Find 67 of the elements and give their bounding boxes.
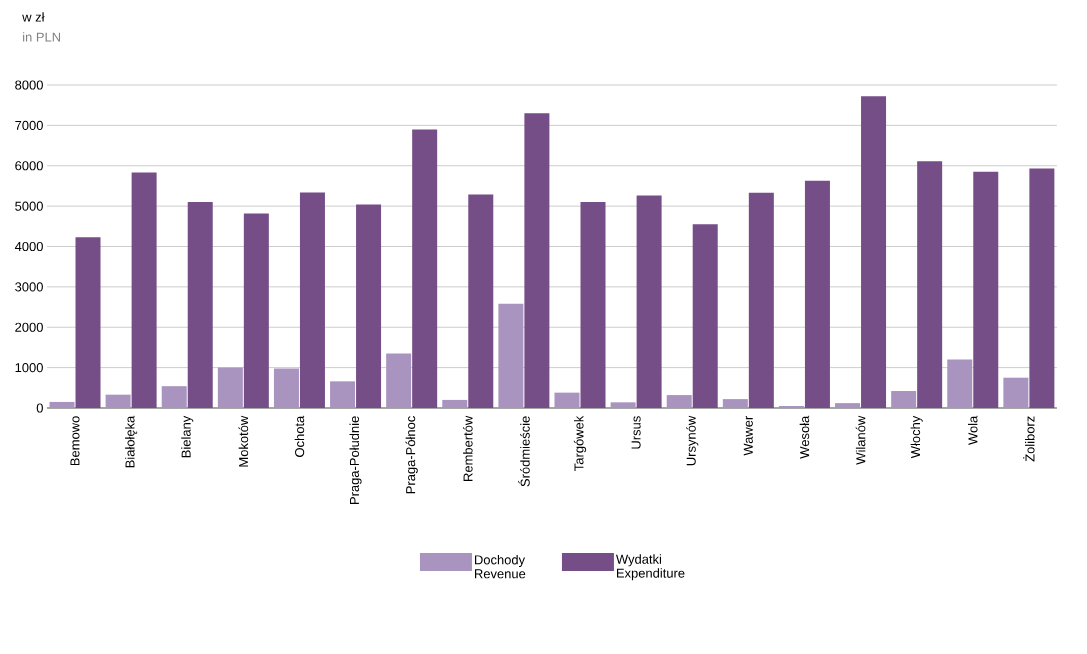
x-tick-label: Białołęka xyxy=(125,415,138,468)
bar xyxy=(947,359,973,408)
bar xyxy=(468,194,494,408)
x-tick-label: Ursynów xyxy=(686,415,699,466)
x-tick-label: Śródmieście xyxy=(518,416,530,487)
y-tick-label: 4000 xyxy=(14,241,43,252)
y-tick-label: 1000 xyxy=(15,363,43,373)
bar xyxy=(748,192,774,408)
x-tick-label: Targówek xyxy=(573,415,587,471)
bar xyxy=(273,368,299,408)
bar xyxy=(75,237,101,408)
bar xyxy=(778,405,804,408)
bar xyxy=(161,386,187,408)
bar xyxy=(917,161,943,408)
bar xyxy=(580,202,606,408)
bar xyxy=(554,392,580,408)
bar xyxy=(412,129,438,408)
y-tick-label: 5000 xyxy=(15,201,43,211)
x-tick-label: Żoliborz xyxy=(1023,416,1035,462)
y-tick-label: 6000 xyxy=(15,161,43,171)
legend-label: Dochody Revenue xyxy=(475,554,526,579)
bar xyxy=(243,213,269,408)
y-tick-label: 2000 xyxy=(15,322,43,332)
bar xyxy=(49,401,75,408)
x-tick-label: Wola xyxy=(968,415,978,445)
bar xyxy=(804,180,830,408)
chart-subtitle: in PLN xyxy=(23,32,61,42)
bar xyxy=(131,172,157,408)
y-tick-label: 8000 xyxy=(15,80,43,90)
bar xyxy=(636,195,662,408)
x-tick-label: Wilanów xyxy=(855,415,866,465)
y-tick-label: 3000 xyxy=(15,282,43,292)
bar xyxy=(835,403,861,408)
x-tick-label: Ursus xyxy=(631,416,641,449)
x-tick-label: Praga-Południe xyxy=(349,416,362,504)
bar xyxy=(330,381,356,408)
x-tick-label: Bielany xyxy=(181,415,194,458)
x-tick-label: Włochy xyxy=(910,415,923,459)
bar xyxy=(692,224,718,408)
x-tick-label: Wawer xyxy=(743,415,753,456)
bar xyxy=(356,204,382,408)
x-tick-label: Ochota xyxy=(294,415,305,457)
x-tick-label: Rembertów xyxy=(462,415,473,481)
bar xyxy=(299,192,325,408)
x-tick-label: Bemowo xyxy=(70,416,80,466)
bar xyxy=(610,402,636,408)
bar xyxy=(861,96,887,408)
bar xyxy=(217,367,243,408)
bar xyxy=(105,394,131,408)
bar xyxy=(386,353,412,408)
bar xyxy=(442,399,468,408)
bar xyxy=(524,113,550,408)
x-tick-label: Wesoła xyxy=(799,415,810,459)
x-tick-label: Praga-Północ xyxy=(405,416,418,494)
bar xyxy=(722,399,748,408)
bar xyxy=(1003,377,1029,408)
bar xyxy=(1029,168,1055,408)
y-axis-title: w zł xyxy=(22,12,45,22)
bar xyxy=(973,171,999,408)
bar xyxy=(498,303,524,408)
x-tick-label: Mokotów xyxy=(238,415,249,467)
bar xyxy=(666,395,692,408)
y-tick-label: 0 xyxy=(36,403,43,413)
legend-label: Wydatki Expenditure xyxy=(616,554,685,581)
bar xyxy=(187,202,213,408)
y-tick-label: 7000 xyxy=(15,120,43,130)
bar xyxy=(891,391,917,408)
